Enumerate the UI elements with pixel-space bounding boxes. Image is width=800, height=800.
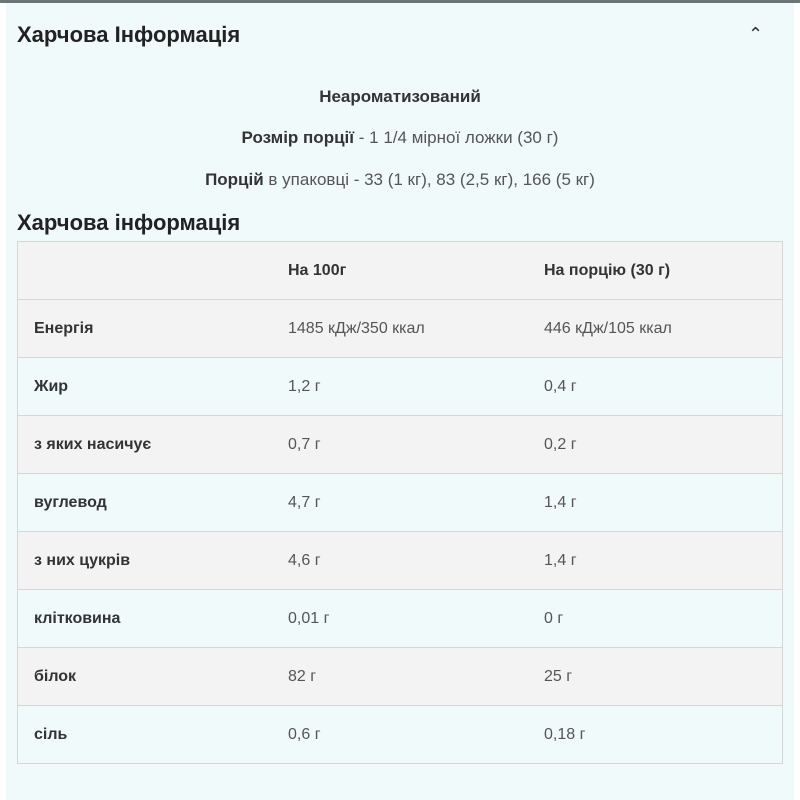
- nutrient-name: з них цукрів: [17, 531, 288, 590]
- per-serving-value: 1,4 г: [544, 531, 783, 590]
- table-row: з них цукрів 4,6 г 1,4 г: [17, 531, 783, 590]
- nutrient-name: Енергія: [17, 299, 288, 358]
- per-serving-value: 25 г: [544, 647, 783, 706]
- nutrient-name: білок: [17, 647, 288, 706]
- table-title: Харчова інформація: [17, 210, 241, 235]
- table-row: з яких насичує 0,7 г 0,2 г: [17, 415, 783, 474]
- per-serving-value: 0,4 г: [544, 357, 783, 416]
- per-100g-value: 1485 кДж/350 ккал: [288, 299, 544, 358]
- serving-size-value: - 1 1/4 мірної ложки (30 г): [358, 128, 559, 147]
- servings-per-pack: Порцій в упаковці - 33 (1 кг), 83 (2,5 к…: [0, 170, 800, 190]
- header-cell: [17, 241, 288, 300]
- table-row: вуглевод 4,7 г 1,4 г: [17, 473, 783, 532]
- table-row: Енергія 1485 кДж/350 ккал 446 кДж/105 ккал: [17, 299, 783, 358]
- serving-size: Розмір порції - 1 1/4 мірної ложки (30 г…: [0, 128, 800, 148]
- per-serving-value: 0 г: [544, 589, 783, 648]
- per-100g-value: 0,7 г: [288, 415, 544, 474]
- per-100g-value: 0,6 г: [288, 705, 544, 764]
- per-100g-value: 82 г: [288, 647, 544, 706]
- per-serving-value: 1,4 г: [544, 473, 783, 532]
- per-100g-value: 4,7 г: [288, 473, 544, 532]
- servings-label-rest: в упаковці: [268, 170, 349, 189]
- servings-value: - 33 (1 кг), 83 (2,5 кг), 166 (5 кг): [353, 170, 595, 189]
- per-100g-value: 0,01 г: [288, 589, 544, 648]
- table-header-row: На 100г На порцію (30 г): [17, 241, 783, 300]
- serving-size-label: Розмір порції: [241, 128, 355, 147]
- per-serving-value: 446 кДж/105 ккал: [544, 299, 783, 358]
- accordion-title[interactable]: Харчова Інформація: [17, 22, 241, 47]
- per-serving-value: 0,18 г: [544, 705, 783, 764]
- nutrition-table: На 100г На порцію (30 г) Енергія 1485 кДж…: [17, 241, 783, 764]
- nutrient-name: Жир: [17, 357, 288, 416]
- header-cell: На 100г: [288, 241, 544, 300]
- nutrient-name: з яких насичує: [17, 415, 288, 474]
- per-100g-value: 1,2 г: [288, 357, 544, 416]
- table-row: Жир 1,2 г 0,4 г: [17, 357, 783, 416]
- table-row: сіль 0,6 г 0,18 г: [17, 705, 783, 764]
- nutrient-name: клітковина: [17, 589, 288, 648]
- per-100g-value: 4,6 г: [288, 531, 544, 590]
- servings-label: Порцій: [205, 170, 264, 189]
- nutrient-name: вуглевод: [17, 473, 288, 532]
- per-serving-value: 0,2 г: [544, 415, 783, 474]
- nutrient-name: сіль: [17, 705, 288, 764]
- flavor: Неароматизований: [319, 87, 481, 106]
- table-row: білок 82 г 25 г: [17, 647, 783, 706]
- top-divider: [0, 0, 800, 3]
- header-cell: На порцію (30 г): [544, 241, 783, 300]
- chevron-up-icon[interactable]: ⌃: [748, 24, 764, 44]
